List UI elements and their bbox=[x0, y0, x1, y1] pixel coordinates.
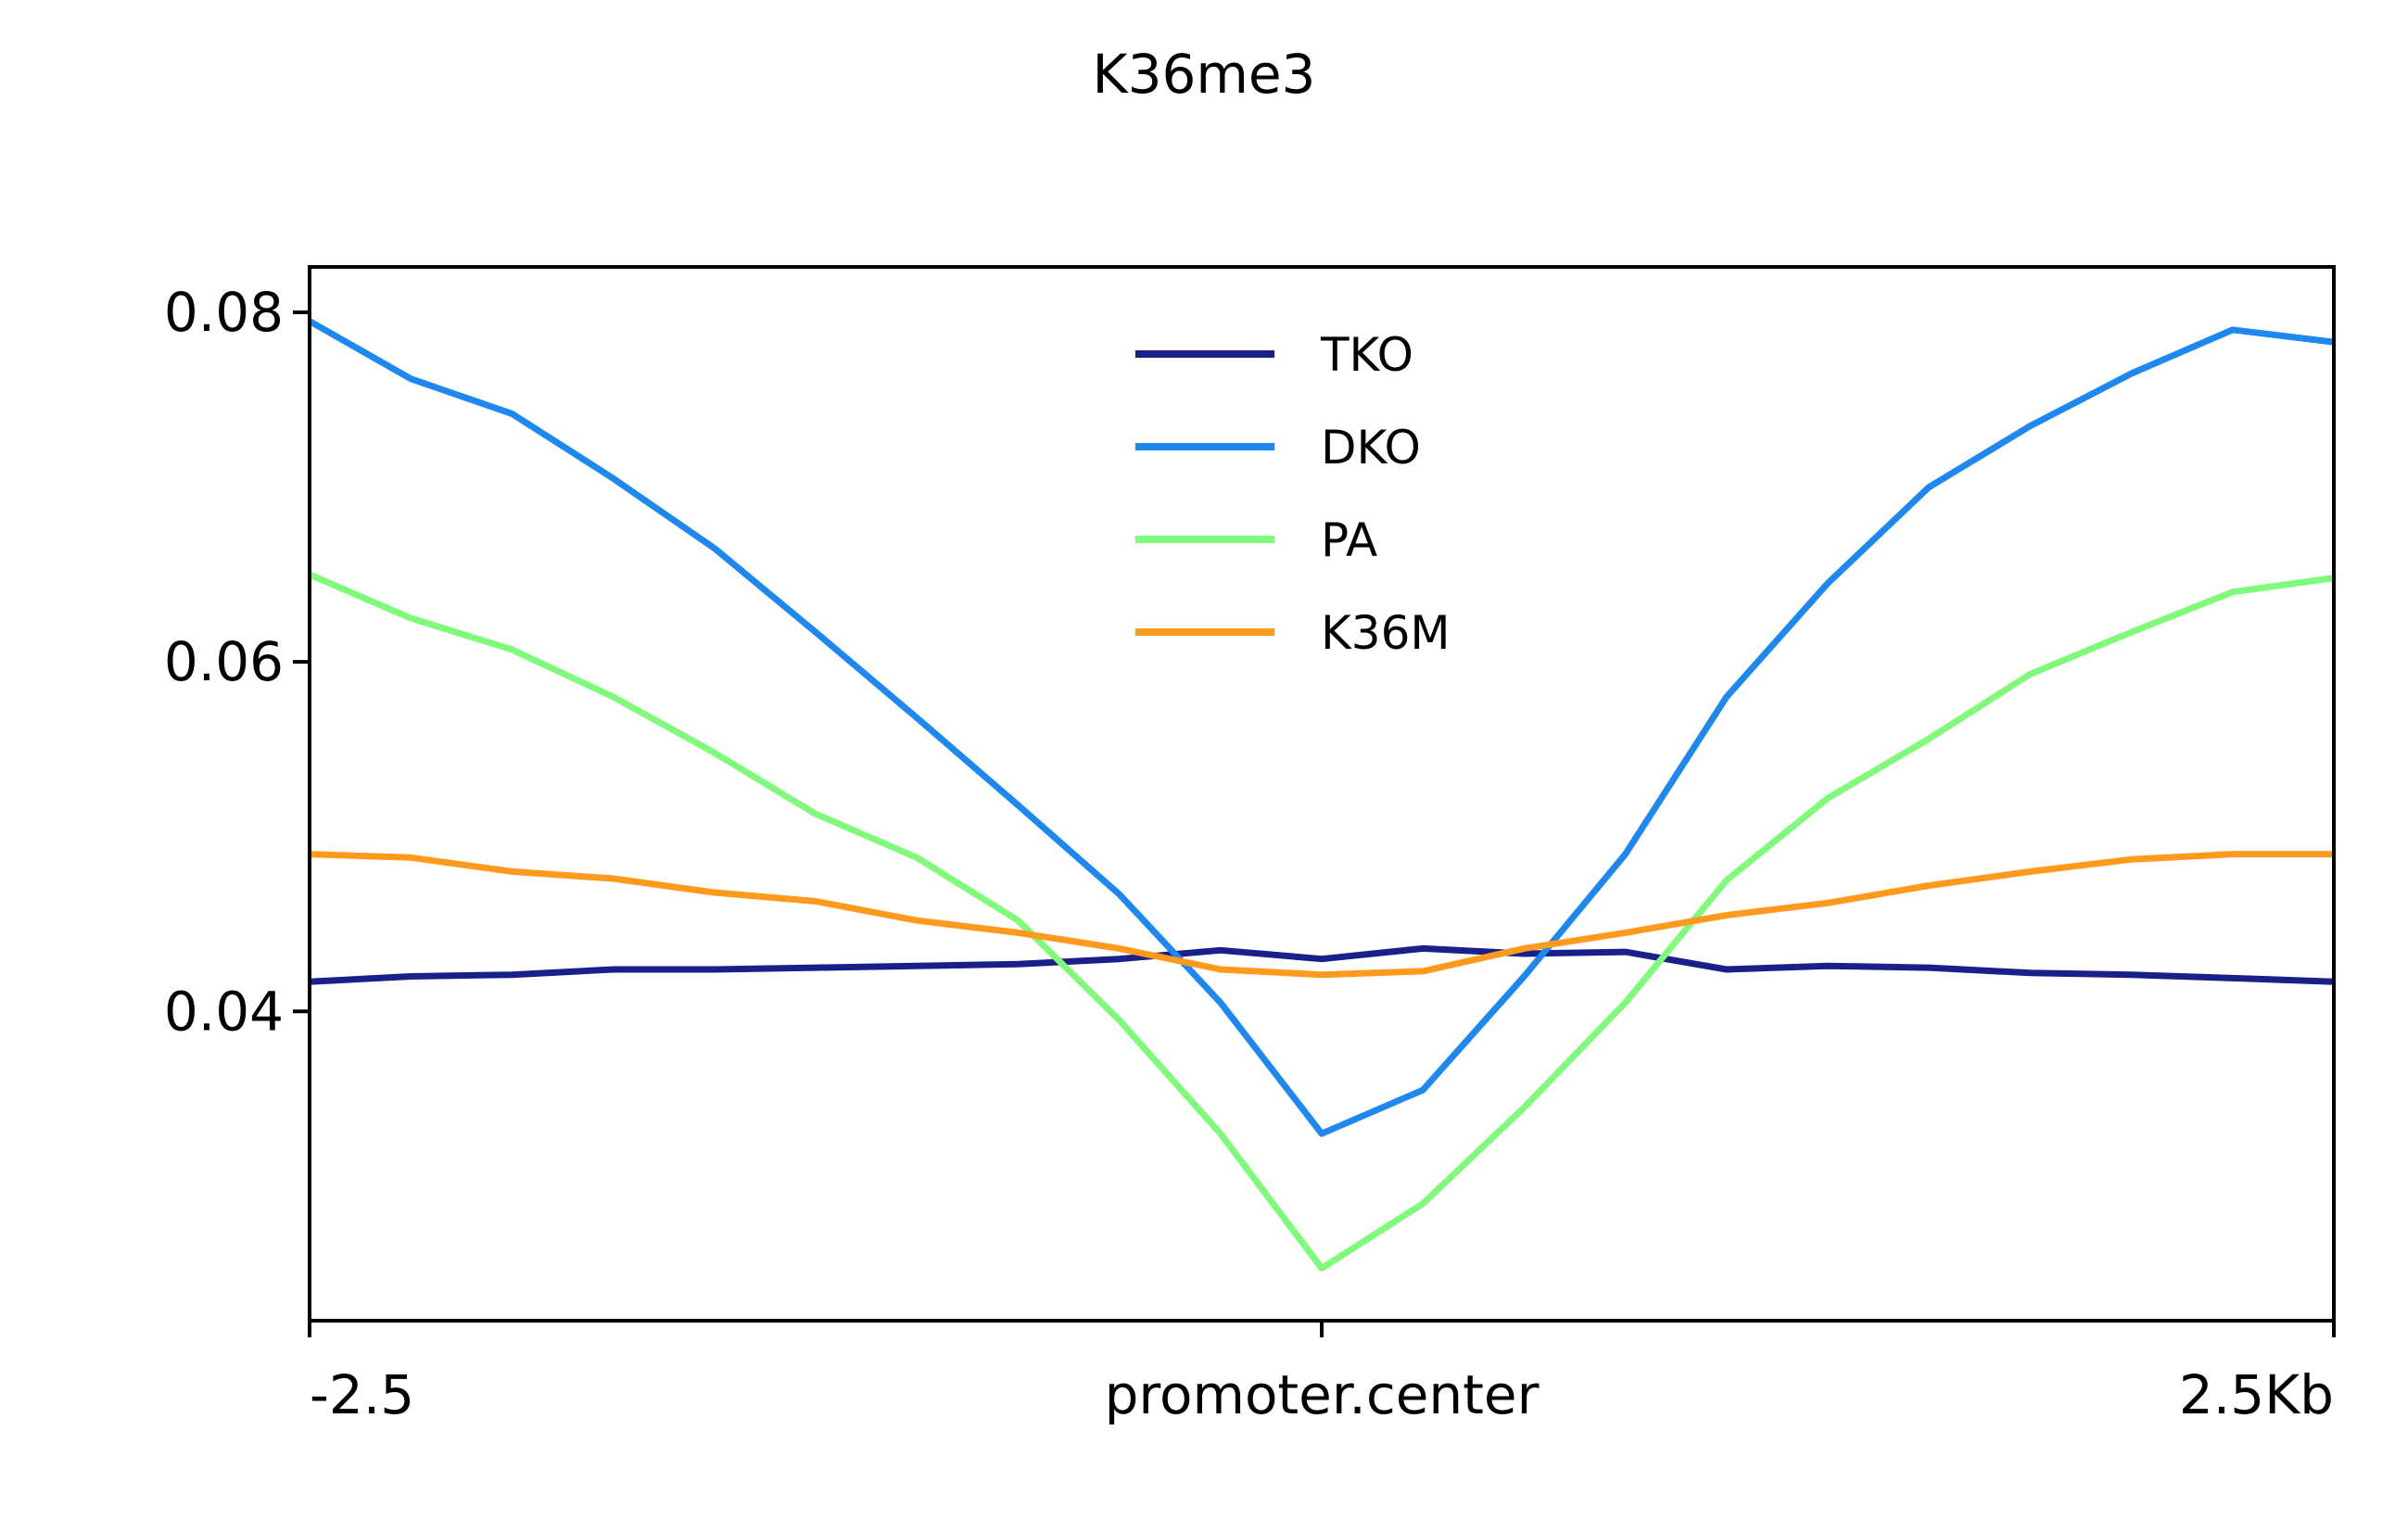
series-line-pa bbox=[308, 571, 2335, 1272]
axes: 0.04 0.06 0.08 -2.5 promoter.center 2.5Kb bbox=[164, 281, 2336, 1426]
chart-title: K36me3 bbox=[1093, 43, 1316, 106]
legend-label-pa: PA bbox=[1321, 513, 1377, 567]
series-line-dko bbox=[308, 318, 2335, 1137]
y-tick-label: 0.08 bbox=[164, 281, 284, 344]
series-line-k36m bbox=[309, 851, 2334, 979]
legend: TKO DKO PA K36M bbox=[1135, 328, 1451, 660]
x-tick-label: promoter.center bbox=[1105, 1363, 1540, 1426]
legend-label-tko: TKO bbox=[1320, 328, 1413, 382]
legend-label-dko: DKO bbox=[1321, 421, 1421, 475]
x-tick-label: 2.5Kb bbox=[2179, 1363, 2334, 1426]
y-tick-label: 0.04 bbox=[164, 980, 284, 1043]
x-tick-label: -2.5 bbox=[310, 1363, 414, 1426]
legend-label-k36m: K36M bbox=[1321, 606, 1451, 660]
plot-area bbox=[308, 318, 2335, 1272]
y-tick-label: 0.06 bbox=[164, 630, 284, 693]
series-line-tko bbox=[309, 944, 2335, 985]
